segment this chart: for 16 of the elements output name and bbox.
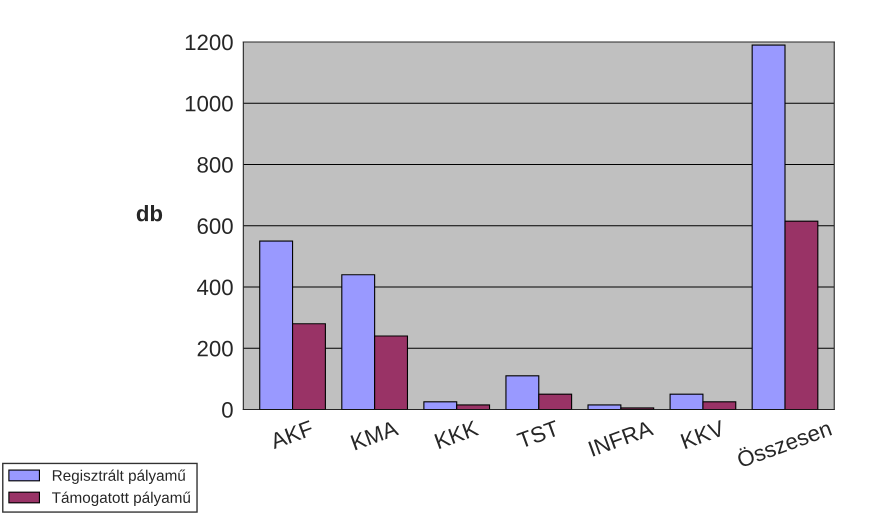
x-tick-label: KKK xyxy=(434,420,480,449)
y-tick-label: 200 xyxy=(198,340,233,357)
y-tick-label: 1000 xyxy=(186,96,233,112)
x-tick-label: KKV xyxy=(680,420,726,449)
legend-label: Regisztrált pályamű xyxy=(52,470,186,484)
x-tick-label: AKF xyxy=(269,420,314,450)
x-tick-label: KMA xyxy=(350,420,400,450)
y-tick-label: 400 xyxy=(197,280,233,296)
y-axis-title: db xyxy=(136,205,162,222)
y-tick-label: 0 xyxy=(222,402,233,418)
x-tick-label: INFRA xyxy=(588,420,654,456)
y-tick-label: 1200 xyxy=(186,34,233,50)
y-tick-label: 600 xyxy=(198,218,233,234)
legend-label: Támogatott pályamű xyxy=(52,492,190,506)
y-tick-label: 800 xyxy=(197,157,233,173)
x-tick-label: TST xyxy=(516,420,560,449)
